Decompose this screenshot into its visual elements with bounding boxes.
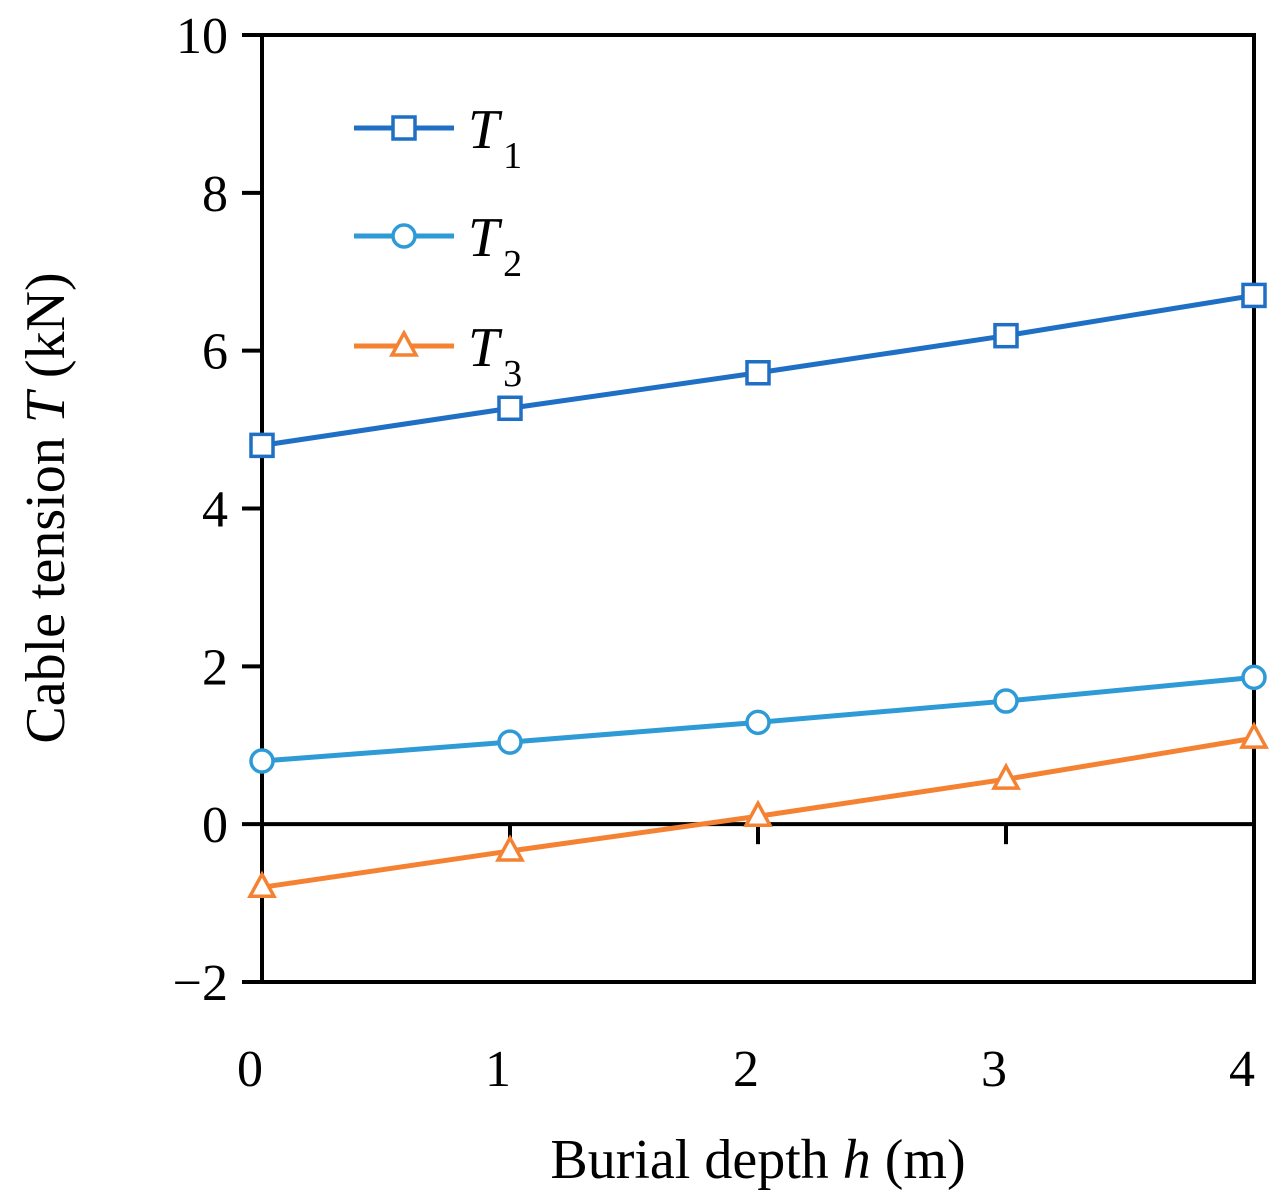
y-axis-title-variable: T [15, 388, 77, 423]
legend-marker [389, 329, 419, 357]
data-point [497, 729, 523, 755]
data-point [743, 799, 773, 828]
series-layer [247, 282, 1269, 899]
data-point [247, 870, 277, 899]
data-point [745, 360, 771, 386]
x-tick-label: 2 [733, 1041, 759, 1098]
legend-label-variable: T [468, 317, 503, 379]
data-point [497, 395, 523, 422]
legend-marker [391, 223, 417, 249]
x-axis: 0 1 2 3 4 [237, 824, 1256, 1098]
x-axis-title-prefix: Burial depth [550, 1129, 842, 1191]
y-axis: −2 0 2 4 6 8 10 [173, 8, 262, 1012]
data-point [1239, 721, 1269, 749]
x-axis-title: Burial depth h (m) [550, 1129, 965, 1191]
y-tick-label: 10 [176, 8, 228, 65]
y-axis-title: Cable tension T (kN) [15, 272, 77, 743]
y-tick-label: −2 [173, 955, 228, 1012]
y-tick-label: 8 [202, 166, 228, 223]
data-point [991, 762, 1021, 790]
legend: T 1T 2T 3 [354, 99, 522, 395]
x-axis-title-unit: (m) [871, 1129, 966, 1191]
y-tick-label: 6 [202, 324, 228, 381]
series-T1 [249, 282, 1267, 459]
y-tick-label: 2 [202, 639, 228, 696]
x-tick-label: 1 [485, 1041, 511, 1098]
y-axis-title-unit: (kN) [15, 272, 77, 392]
data-point [993, 322, 1019, 349]
y-tick-label: 4 [202, 482, 228, 539]
x-tick-label: 0 [237, 1041, 263, 1098]
data-point [1241, 664, 1267, 691]
x-tick-label: 4 [1229, 1041, 1255, 1098]
legend-marker [391, 115, 417, 141]
data-point [745, 709, 771, 736]
data-point [495, 834, 525, 862]
y-axis-title-prefix: Cable tension [15, 423, 77, 743]
x-axis-title-variable: h [843, 1129, 871, 1191]
legend-label-subscript: 2 [503, 243, 522, 285]
legend-label-variable: T [468, 99, 503, 161]
legend-label-subscript: 3 [503, 353, 522, 395]
data-point [249, 432, 275, 459]
data-point [1241, 282, 1267, 309]
legend-label-variable: T [468, 207, 503, 269]
data-point [993, 688, 1019, 714]
y-tick-label: 0 [202, 797, 228, 854]
series-T3 [247, 721, 1269, 899]
series-T2 [249, 664, 1267, 774]
data-point [249, 748, 275, 774]
x-tick-label: 3 [981, 1041, 1007, 1098]
legend-label-subscript: 1 [503, 135, 522, 177]
